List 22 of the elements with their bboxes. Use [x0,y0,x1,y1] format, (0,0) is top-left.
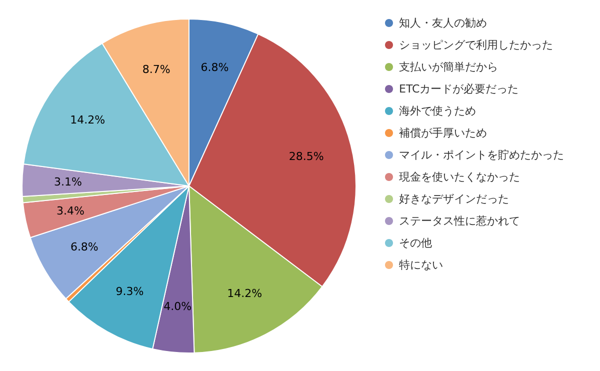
legend-label: その他 [399,236,432,250]
legend-label: ステータス性に惹かれて [399,214,520,228]
data-label: 9.3% [116,285,144,298]
data-label: 6.8% [70,240,98,254]
legend-label: 特にない [399,258,443,272]
data-label: 4.0% [164,300,192,314]
data-label: 8.7% [142,62,170,76]
legend-label: 好きなデザインだった [399,192,509,206]
legend-label: ショッピングで利用したかった [399,38,553,52]
data-label: 6.8% [200,61,229,74]
legend-label: 補償が手厚いため [399,126,487,140]
data-label: 3.4% [56,204,85,218]
data-label: 28.5% [288,150,324,163]
legend-label: 現金を使いたくなかった [399,170,520,184]
legend-label: マイル・ポイントを貯めたかった [399,148,564,162]
legend-label: 知人・友人の勧め [399,16,487,30]
data-label: 14.2% [70,113,106,126]
legend-label: 支払いが簡単だから [399,60,498,74]
legend-label: 海外で使うため [399,104,476,118]
data-label: 3.1% [54,175,82,188]
legend-label: ETCカードが必要だった [399,82,519,96]
data-label: 14.2% [227,287,262,300]
